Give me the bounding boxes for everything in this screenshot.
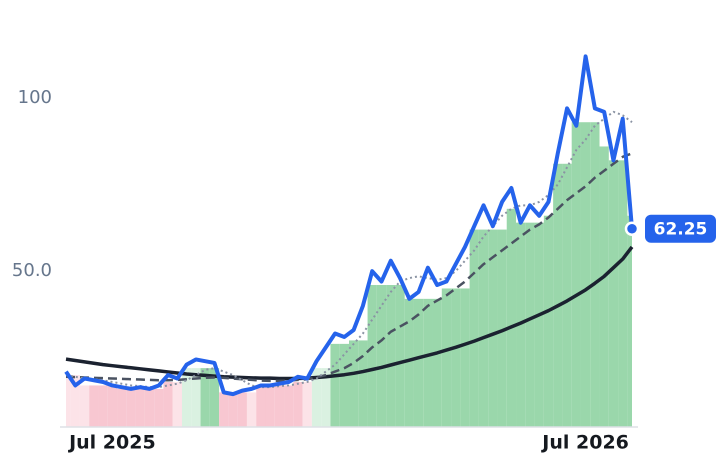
line-series: [65, 245, 634, 381]
bar: [154, 388, 164, 427]
labels-layer: 50.0 100 Jul 2025 Jul 2026 62.25: [12, 87, 716, 454]
bar: [265, 385, 275, 427]
bar: [404, 298, 414, 427]
bar: [525, 222, 535, 427]
y-tick-label: 100: [18, 87, 52, 108]
bar: [321, 368, 331, 427]
bar: [209, 368, 220, 427]
bar: [478, 229, 489, 427]
bar: [79, 385, 90, 427]
x-tick-label: Jul 2026: [540, 432, 629, 454]
bar: [451, 288, 461, 427]
bar: [256, 385, 266, 427]
bar: [66, 375, 71, 427]
bar: [618, 160, 628, 427]
y-tick-label: 50.0: [12, 260, 52, 281]
bar: [107, 385, 118, 427]
bar: [497, 229, 507, 427]
bar: [488, 229, 498, 427]
bars-layer: [60, 122, 638, 428]
bar: [571, 122, 581, 427]
bar: [423, 298, 433, 427]
bar: [590, 122, 600, 427]
bar: [191, 368, 201, 427]
last-point: [624, 221, 640, 236]
line-series: [64, 54, 634, 397]
bar: [284, 385, 294, 427]
bar: [311, 368, 322, 427]
bar: [553, 163, 563, 427]
bar: [274, 385, 285, 427]
bar: [413, 298, 424, 427]
bar: [135, 388, 145, 427]
bar: [89, 385, 99, 427]
bar: [98, 385, 108, 427]
bar: [339, 343, 349, 427]
bar: [330, 343, 340, 427]
lines-layer: [64, 54, 634, 397]
bar: [228, 392, 238, 427]
bar: [460, 288, 470, 427]
bar: [627, 215, 632, 427]
bar: [580, 122, 591, 427]
bar: [395, 285, 405, 427]
bar: [432, 298, 442, 427]
bar: [163, 381, 173, 427]
bar: [358, 340, 368, 427]
bar: [117, 388, 127, 427]
bar: [293, 381, 303, 427]
bar: [181, 368, 192, 427]
bar: [608, 160, 619, 427]
bar: [70, 375, 80, 427]
bar: [302, 381, 312, 427]
bar: [376, 285, 387, 427]
bar: [562, 163, 572, 427]
bar: [144, 388, 155, 427]
bar: [172, 381, 182, 427]
bar: [246, 392, 257, 427]
bar: [543, 215, 554, 427]
x-tick-label: Jul 2025: [67, 432, 156, 454]
bar: [386, 285, 396, 427]
value-badge-label: 62.25: [654, 220, 708, 240]
bar: [367, 285, 377, 427]
bar: [534, 222, 544, 427]
bar: [200, 368, 210, 427]
bar: [506, 208, 517, 427]
bar: [349, 340, 359, 427]
line-series: [65, 152, 633, 383]
line-series: [65, 110, 633, 389]
bar: [441, 288, 452, 427]
bar: [219, 392, 229, 427]
value-badge: [645, 214, 716, 243]
bar: [126, 388, 136, 427]
bar: [469, 229, 479, 427]
bar: [599, 146, 609, 427]
bar: [237, 392, 247, 427]
